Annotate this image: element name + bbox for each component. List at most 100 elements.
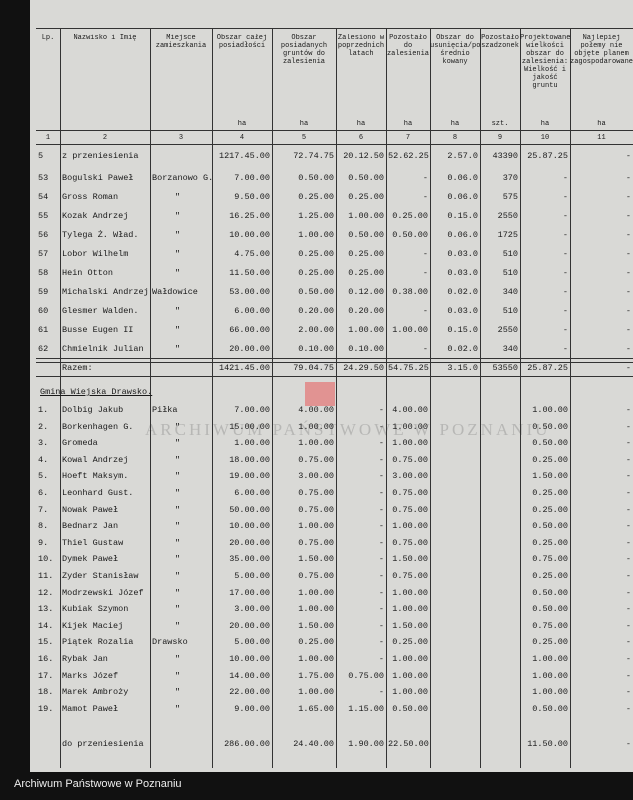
row-cell: " <box>175 687 181 698</box>
row-cell: 1725 <box>497 230 518 240</box>
row-cell: 8. <box>38 521 49 532</box>
row-cell: 0.75.00 <box>298 488 334 498</box>
row-cell: 0.25.00 <box>348 192 384 202</box>
column-number: 6 <box>358 134 364 142</box>
carry-row-cell: 5 <box>38 151 44 161</box>
row-cell: 4. <box>38 454 49 465</box>
row-cell: - <box>562 192 568 202</box>
row-cell: " <box>175 537 181 548</box>
row-cell: 2550 <box>497 211 518 221</box>
row-cell: " <box>175 654 181 664</box>
row-cell: 0.50.00 <box>532 703 568 714</box>
column-rule <box>150 28 151 768</box>
row-cell: 7. <box>38 504 49 515</box>
column-rule <box>272 28 273 768</box>
row-cell: Marek Ambroży <box>62 687 129 698</box>
carry-row-cell: - <box>625 151 631 161</box>
row-cell: 1.00.00 <box>298 521 334 532</box>
row-cell: 11.50.00 <box>229 268 270 278</box>
row-cell: " <box>175 268 181 278</box>
row-cell: - <box>422 192 428 202</box>
row-cell: 18.00.00 <box>229 454 270 465</box>
row-cell: 0.06.0 <box>447 173 478 183</box>
row-rule <box>36 130 633 131</box>
row-cell: 0.50.00 <box>348 173 384 183</box>
row-cell: 340 <box>502 344 518 354</box>
row-cell: - <box>625 537 631 548</box>
row-cell: 0.10.00 <box>298 344 334 354</box>
row-cell: 4.75.00 <box>234 249 270 259</box>
row-cell: " <box>175 504 181 515</box>
row-cell: 7.00.00 <box>234 405 270 415</box>
row-cell: Michalski Andrzej <box>62 287 149 297</box>
row-cell: 10.00.00 <box>229 654 270 664</box>
column-title: Projektowane wielkości obszar do zalesie… <box>520 34 570 90</box>
row-cell: " <box>175 344 181 354</box>
row-cell: 14. <box>38 620 54 631</box>
row-cell: - <box>378 604 384 615</box>
row-cell: 1.50.00 <box>298 620 334 631</box>
carry-row-cell: 24.40.00 <box>293 739 334 749</box>
row-cell: 1.00.00 <box>532 670 568 681</box>
carry-row-cell: 72.74.75 <box>293 151 334 161</box>
row-cell: 17. <box>38 670 54 681</box>
row-cell: 59 <box>38 287 49 297</box>
column-rule <box>336 28 337 768</box>
row-cell: " <box>175 471 181 482</box>
row-cell: Drawsko <box>152 637 188 648</box>
row-cell: - <box>625 554 631 565</box>
row-cell: Marks Józef <box>62 670 119 681</box>
column-title: Zalesiono w poprzednich latach <box>337 34 385 58</box>
row-cell: 0.03.0 <box>447 268 478 278</box>
row-cell: 0.15.0 <box>447 211 478 221</box>
row-cell: 3.00.00 <box>392 471 428 482</box>
row-cell: 3.00.00 <box>234 604 270 615</box>
row-cell: 18. <box>38 687 54 698</box>
row-cell: Piątek Rozalia <box>62 637 134 648</box>
row-cell: 58 <box>38 268 49 278</box>
row-cell: 0.75.00 <box>298 454 334 465</box>
column-unit: ha <box>540 120 550 128</box>
carry-row-cell: - <box>625 739 631 749</box>
row-cell: 10.00.00 <box>229 230 270 240</box>
row-cell: 2550 <box>497 325 518 335</box>
total-row-cell: 25.87.25 <box>527 363 568 373</box>
row-cell: 10. <box>38 554 54 565</box>
carry-row-cell: 22.50.00 <box>388 739 429 749</box>
column-number: 5 <box>301 134 307 142</box>
row-cell: 0.50.00 <box>298 173 334 183</box>
row-cell: 6. <box>38 488 49 498</box>
row-cell: - <box>378 620 384 631</box>
row-cell: - <box>378 587 384 598</box>
row-cell: 0.38.00 <box>392 287 428 297</box>
row-cell: 50.00.00 <box>229 504 270 515</box>
row-cell: 11. <box>38 571 54 581</box>
row-cell: " <box>175 306 181 316</box>
stamp <box>305 382 335 406</box>
row-cell: 7.00.00 <box>234 173 270 183</box>
row-cell: - <box>625 211 631 221</box>
column-unit: ha <box>356 120 366 128</box>
row-cell: 1.00.00 <box>298 604 334 615</box>
row-cell: - <box>422 249 428 259</box>
row-cell: " <box>175 670 181 681</box>
row-cell: - <box>562 306 568 316</box>
row-cell: 22.00.00 <box>229 687 270 698</box>
row-cell: " <box>175 620 181 631</box>
row-cell: Kijek Maciej <box>62 620 124 631</box>
row-cell: Rybak Jan <box>62 654 108 664</box>
row-cell: - <box>625 405 631 415</box>
row-cell: 0.25.00 <box>532 504 568 515</box>
row-cell: 16.25.00 <box>229 211 270 221</box>
row-cell: 2. <box>38 421 49 432</box>
row-cell: 0.75.00 <box>298 504 334 515</box>
document: ARCHIWUM PAŃSTWOWE W POZNANIU Lp. 1 Nazwis… <box>30 0 633 772</box>
row-cell: 1.00.00 <box>298 438 334 449</box>
row-cell: " <box>175 587 181 598</box>
row-cell: Leonhard Gust. <box>62 488 134 498</box>
row-cell: 0.25.00 <box>532 537 568 548</box>
row-cell: - <box>562 230 568 240</box>
row-cell: 575 <box>502 192 518 202</box>
row-cell: 15. <box>38 637 54 648</box>
